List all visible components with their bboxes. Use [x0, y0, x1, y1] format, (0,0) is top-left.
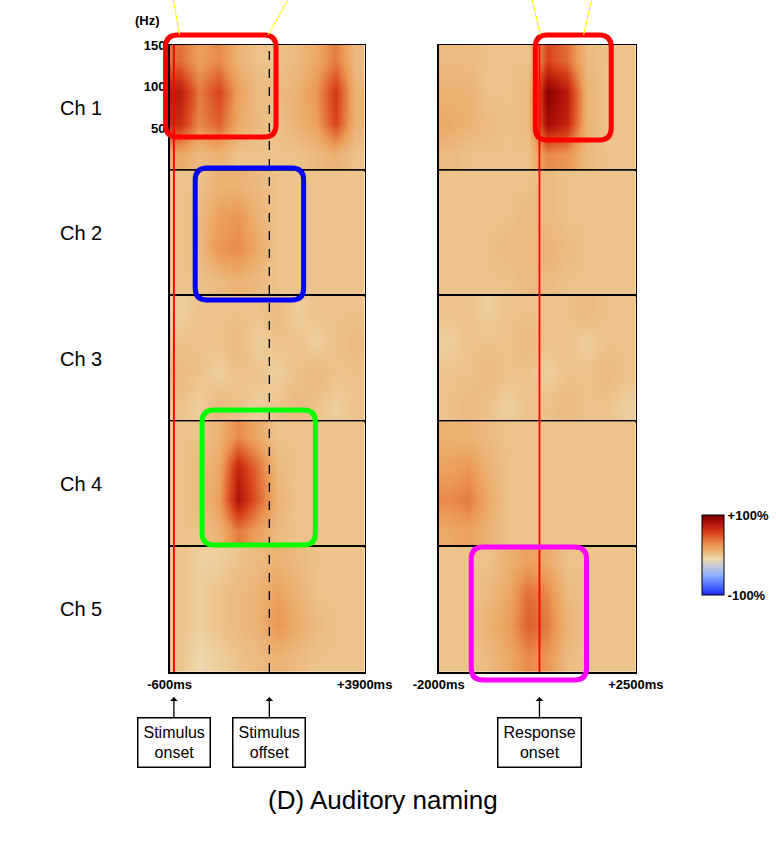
svg-text:Ch 3: Ch 3: [60, 348, 102, 370]
svg-text:+3900ms: +3900ms: [337, 677, 392, 692]
svg-text:(Hz): (Hz): [135, 13, 160, 28]
svg-text:Ch 1: Ch 1: [60, 97, 102, 119]
svg-text:-2000ms: -2000ms: [413, 677, 465, 692]
svg-text:Ch 5: Ch 5: [60, 598, 102, 620]
svg-text:Ch 4: Ch 4: [60, 473, 102, 495]
svg-text:+100%: +100%: [728, 508, 769, 523]
svg-text:Responseonset: Responseonset: [504, 724, 576, 762]
svg-text:Ch 2: Ch 2: [60, 222, 102, 244]
svg-text:Stimulusonset: Stimulusonset: [144, 724, 205, 762]
svg-text:+2500ms: +2500ms: [608, 677, 663, 692]
svg-text:-600ms: -600ms: [147, 677, 192, 692]
svg-text:50: 50: [151, 121, 165, 136]
svg-text:(D) Auditory naming: (D) Auditory naming: [268, 785, 498, 815]
svg-text:-100%: -100%: [728, 588, 766, 603]
svg-text:Stimulusoffset: Stimulusoffset: [239, 724, 300, 762]
svg-text:100: 100: [144, 79, 166, 94]
svg-text:150: 150: [144, 38, 166, 53]
